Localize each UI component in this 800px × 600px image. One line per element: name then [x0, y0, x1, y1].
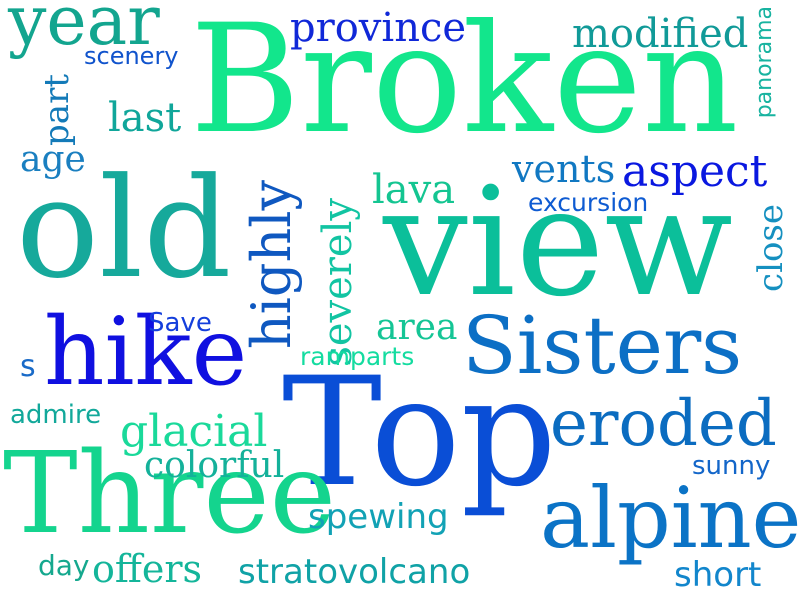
word-spewing: spewing	[308, 497, 449, 537]
word-modified: modified	[572, 11, 749, 57]
word-glacial: glacial	[120, 406, 268, 457]
word-broken: Broken	[190, 0, 739, 167]
word-panorama: panorama	[752, 6, 777, 119]
word-excursion: excursion	[528, 188, 649, 217]
word-age: age	[20, 139, 86, 180]
word-three: Three	[3, 429, 336, 559]
word-sunny: sunny	[692, 451, 771, 481]
word-lava: lava	[372, 167, 456, 213]
word-area: area	[376, 307, 458, 348]
word-top: Top	[282, 346, 557, 520]
word-scenery: scenery	[84, 42, 179, 70]
word-last: last	[108, 95, 182, 141]
word-old: old	[16, 148, 232, 309]
word-alpine: alpine	[540, 469, 800, 567]
word-hike: hike	[44, 298, 248, 407]
word-stratovolcano: stratovolcano	[238, 552, 471, 592]
word-colorful: colorful	[144, 445, 285, 486]
word-admire: admire	[10, 400, 102, 430]
word-highly: highly	[240, 180, 303, 350]
word-ramparts: ramparts	[300, 342, 415, 371]
word-vents: vents	[512, 147, 616, 191]
word-save: Save	[148, 308, 212, 338]
word-offers: offers	[92, 547, 203, 591]
word-year: year	[8, 0, 160, 61]
word-eroded: eroded	[550, 387, 777, 461]
word-view: view	[383, 156, 733, 330]
word-close: close	[751, 204, 791, 292]
word-sisters: Sisters	[462, 299, 743, 392]
word-short: short	[674, 555, 762, 595]
word-part: part	[37, 74, 77, 146]
word-province: province	[290, 5, 467, 51]
word-s: s	[20, 349, 36, 384]
word-day: day	[38, 549, 90, 582]
word-aspect: aspect	[622, 146, 768, 197]
